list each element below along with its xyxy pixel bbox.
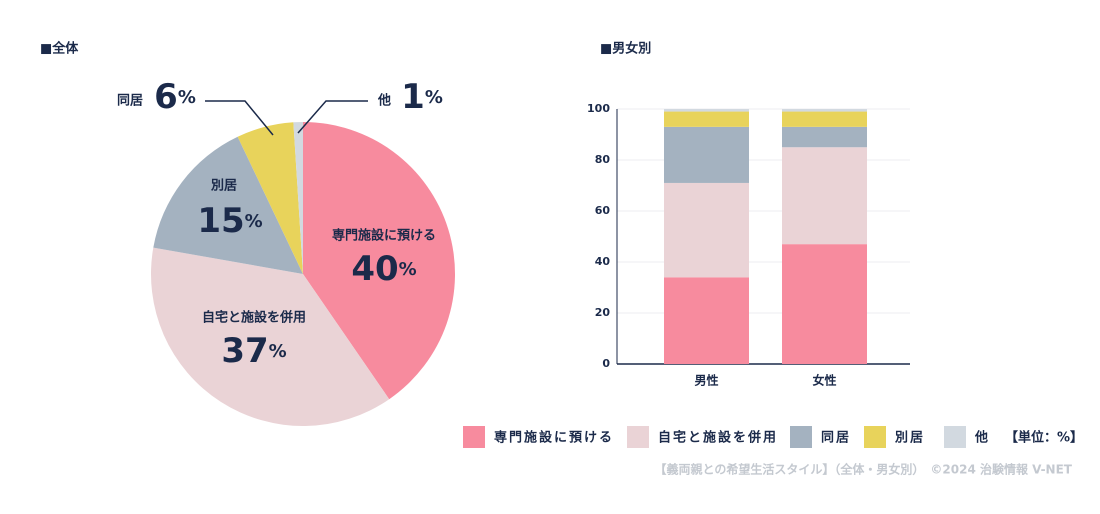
bar-segment: [664, 111, 749, 127]
leader-line: [205, 100, 274, 136]
legend-label: 他: [974, 430, 990, 446]
legend-label: 同居: [821, 431, 851, 446]
footer: 【義両親との希望生活スタイル】（全体・男女別） ©2024 治験情報 V-NET: [655, 462, 1073, 477]
bar-segment: [664, 126, 749, 183]
pie-slice: [153, 136, 303, 274]
slice-value: 40%: [351, 249, 416, 289]
slice-value-number: 40: [351, 249, 398, 289]
leader-line: [297, 100, 368, 134]
pie-title: ■全体: [40, 41, 79, 57]
y-tick-label: 100: [587, 102, 610, 115]
slice-value: 1%: [401, 77, 443, 117]
x-tick-label: 男性: [694, 373, 718, 388]
slice-value-number: 37: [221, 331, 268, 371]
x-tick-label: 女性: [812, 373, 836, 388]
bar-segment: [664, 109, 749, 112]
slice-value-number: 6: [154, 77, 178, 117]
y-tick-label: 60: [595, 204, 611, 217]
slice-name: 他: [377, 93, 391, 109]
y-tick-label: 20: [595, 306, 611, 319]
bar-title: ■男女別: [600, 41, 651, 57]
legend-swatch: [790, 426, 812, 448]
pie-slice: [303, 122, 455, 400]
pie-slice: [151, 247, 390, 426]
slice-value-number: 15: [197, 201, 244, 241]
bar-segment: [664, 182, 749, 278]
bar-segment: [782, 109, 867, 112]
legend-label: 別居: [894, 431, 925, 446]
slice-value-unit: %: [425, 87, 443, 108]
legend-note: 【単位：%】: [1005, 430, 1083, 446]
slice-value-unit: %: [269, 341, 287, 362]
slice-value: 15%: [197, 201, 262, 241]
bar-segment: [664, 277, 749, 364]
y-tick-label: 0: [602, 357, 610, 370]
bar-segment: [782, 111, 867, 127]
legend-swatch: [463, 426, 485, 448]
slice-name: 同居: [117, 94, 143, 109]
slice-value-unit: %: [245, 211, 263, 232]
slice-value-unit: %: [399, 259, 417, 280]
slice-value: 6%: [154, 77, 196, 117]
slice-value-unit: %: [178, 87, 196, 108]
pie-slice: [293, 122, 303, 274]
legend-label: 専門施設に預ける: [494, 430, 614, 446]
slice-value-number: 1: [401, 77, 425, 117]
y-tick-label: 80: [595, 153, 611, 166]
slice-name: 自宅と施設を併用: [202, 310, 306, 326]
pie-slice: [237, 122, 303, 274]
bar-segment: [782, 126, 867, 148]
slice-name: 専門施設に預ける: [332, 228, 436, 244]
slice-value: 37%: [221, 331, 286, 371]
legend-swatch: [627, 426, 649, 448]
legend-swatch: [944, 426, 966, 448]
y-tick-label: 40: [595, 255, 611, 268]
legend-label: 自宅と施設を併用: [658, 430, 778, 446]
slice-name: 別居: [210, 179, 237, 194]
legend-swatch: [864, 426, 886, 448]
bar-segment: [782, 147, 867, 245]
bar-segment: [782, 244, 867, 364]
